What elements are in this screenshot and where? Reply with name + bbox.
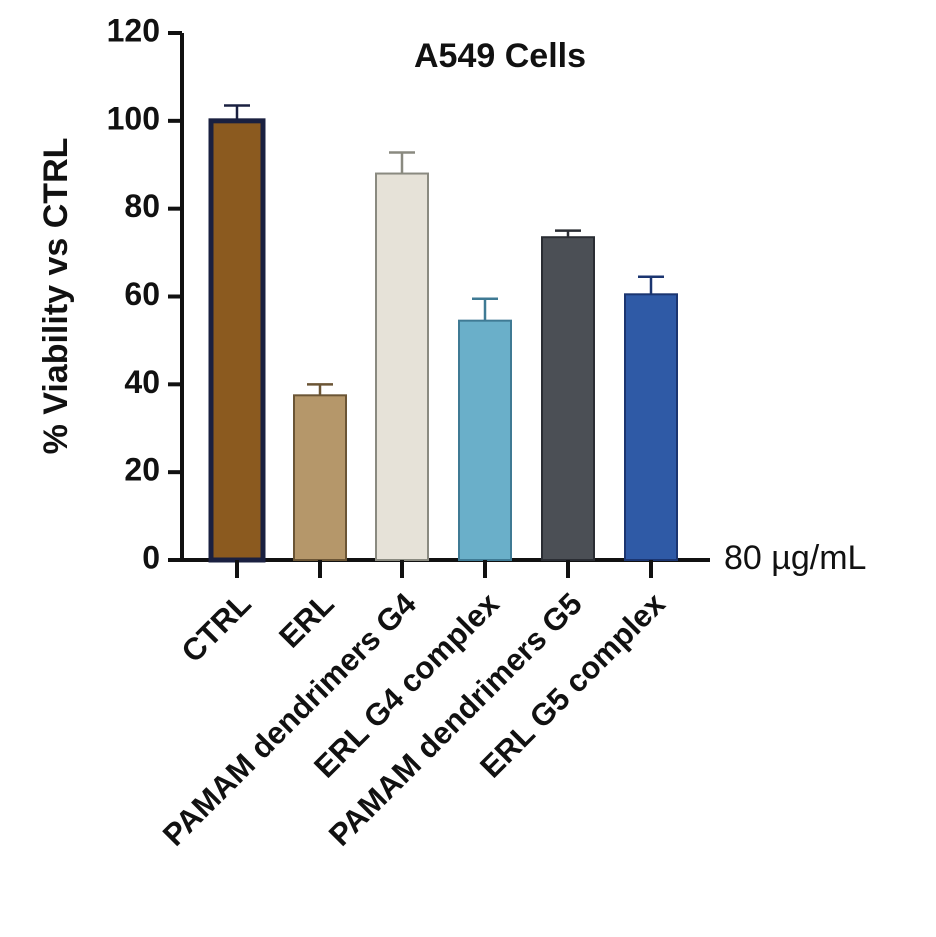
y-tick-label: 80 [124,188,160,224]
bar [541,236,595,561]
bar [293,394,347,561]
y-axis-label: % Viability vs CTRL [37,138,75,455]
bar [458,319,512,562]
y-tick-label: 20 [124,452,160,488]
bar [208,118,266,563]
y-tick-label: 40 [124,364,160,400]
bar [624,293,678,561]
bar [375,172,429,562]
annotation: 80 µg/mL [724,539,866,577]
chart-title: A549 Cells [414,37,586,75]
x-tick-label: ERL [272,586,341,655]
x-tick-label: CTRL [175,586,258,669]
y-tick-label: 120 [107,12,160,48]
y-tick-label: 0 [142,539,160,575]
y-tick-label: 100 [107,100,160,136]
y-tick-label: 60 [124,276,160,312]
